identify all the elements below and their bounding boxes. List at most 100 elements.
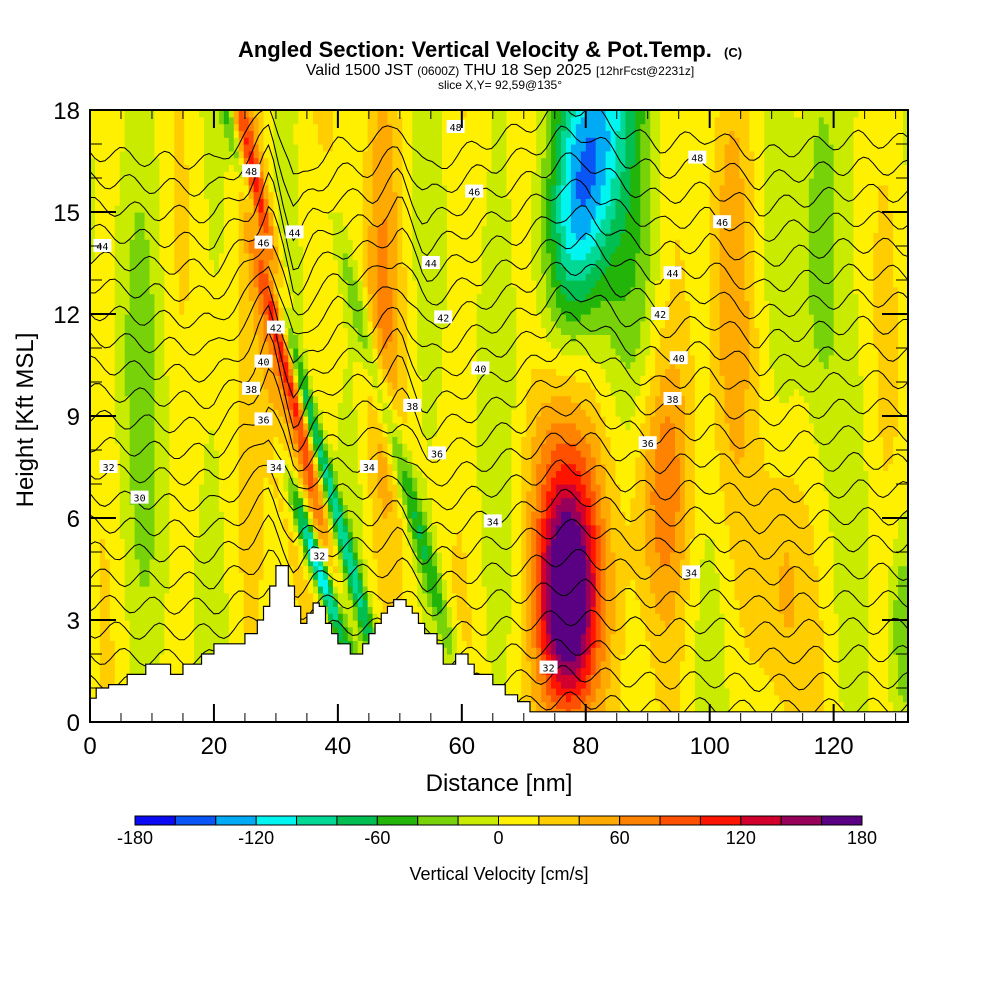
velocity-cell (248, 184, 255, 193)
velocity-cell (590, 524, 597, 573)
velocity-cell (318, 456, 324, 465)
velocity-cell (610, 456, 617, 553)
velocity-cell (620, 422, 627, 512)
velocity-cell (337, 212, 344, 295)
velocity-cell (714, 450, 721, 573)
velocity-cell (570, 402, 577, 424)
velocity-cell (560, 511, 567, 662)
velocity-cell (392, 484, 398, 635)
velocity-cell (204, 198, 210, 444)
velocity-cell (283, 518, 289, 533)
velocity-cell (580, 504, 587, 526)
velocity-cell (674, 592, 681, 722)
velocity-cell (427, 545, 433, 594)
velocity-cell (199, 116, 205, 485)
velocity-cell (258, 212, 265, 227)
velocity-cell (377, 110, 384, 227)
velocity-cell (570, 375, 577, 403)
velocity-cell (823, 490, 830, 722)
velocity-cell (679, 395, 686, 560)
velocity-cell (674, 110, 681, 240)
velocity-cell (724, 688, 731, 722)
velocity-cell (332, 450, 339, 471)
velocity-cell (878, 436, 884, 722)
velocity-cell (303, 565, 309, 580)
velocity-cell (560, 660, 567, 675)
velocity-cell (318, 558, 324, 567)
velocity-cell (595, 524, 602, 648)
contour-label: 34 (483, 514, 502, 528)
velocity-cell (362, 150, 369, 288)
velocity-cell (441, 110, 448, 186)
velocity-cell (655, 552, 661, 614)
velocity-cell (595, 205, 602, 233)
velocity-cell (565, 110, 572, 138)
velocity-cell (298, 246, 304, 356)
velocity-cell (352, 361, 359, 410)
velocity-cell (476, 490, 483, 722)
velocity-cell (570, 354, 577, 376)
velocity-cell (308, 388, 314, 397)
velocity-cell (853, 110, 860, 118)
velocity-cell (774, 477, 780, 696)
velocity-cell (496, 110, 503, 722)
velocity-cell (432, 436, 438, 526)
velocity-cell (769, 368, 775, 478)
velocity-cell (228, 110, 235, 118)
velocity-cell (318, 599, 324, 607)
colorbar-tick-label: 0 (493, 828, 503, 848)
velocity-cell (337, 620, 344, 641)
velocity-cell (342, 579, 349, 614)
velocity-cell (362, 307, 369, 335)
velocity-cell (248, 239, 255, 254)
velocity-cell (218, 110, 225, 125)
velocity-cell (565, 334, 572, 356)
velocity-cell (546, 178, 552, 254)
contour-label-text: 32 (543, 664, 555, 675)
velocity-cell (323, 456, 329, 465)
velocity-cell (615, 354, 622, 417)
velocity-cell (784, 626, 790, 716)
velocity-cell (556, 470, 562, 485)
velocity-cell (377, 388, 384, 403)
colorbar-bin (578, 815, 621, 826)
velocity-cell (813, 110, 820, 138)
velocity-cell (437, 592, 443, 614)
velocity-cell (645, 280, 651, 356)
chart-title-mark: (C) (724, 45, 742, 60)
velocity-cell (660, 422, 666, 567)
velocity-cell (432, 565, 438, 607)
velocity-cell (323, 572, 329, 580)
velocity-cell (318, 450, 324, 458)
velocity-cell (903, 565, 908, 703)
velocity-cell (288, 307, 294, 329)
velocity-cell (332, 538, 339, 546)
velocity-cell (580, 205, 587, 240)
velocity-cell (258, 293, 265, 315)
velocity-cell (560, 443, 567, 465)
velocity-cell (144, 239, 151, 587)
velocity-cell (580, 314, 587, 335)
velocity-cell (878, 184, 884, 437)
velocity-cell (323, 450, 329, 458)
theta-contour-39 (90, 398, 908, 472)
velocity-cell (327, 504, 334, 512)
velocity-cell (397, 116, 403, 417)
colorbar-title: Vertical Velocity [cm/s] (409, 864, 588, 884)
velocity-cell (585, 654, 592, 675)
velocity-cell (372, 558, 379, 614)
colorbar-bin (659, 815, 701, 826)
velocity-cell (441, 647, 448, 669)
contour-label-bg (428, 446, 447, 460)
velocity-cell (342, 280, 349, 329)
velocity-cell (392, 191, 398, 390)
velocity-cell (541, 620, 547, 655)
contour-label: 40 (471, 361, 490, 375)
velocity-cell (337, 538, 344, 546)
subtitle-valid: Valid 1500 JST (306, 62, 414, 79)
velocity-cell (823, 110, 830, 125)
velocity-cell (684, 300, 691, 601)
contour-label-text: 48 (691, 154, 703, 165)
velocity-cell (823, 123, 830, 369)
velocity-cell (833, 110, 840, 614)
